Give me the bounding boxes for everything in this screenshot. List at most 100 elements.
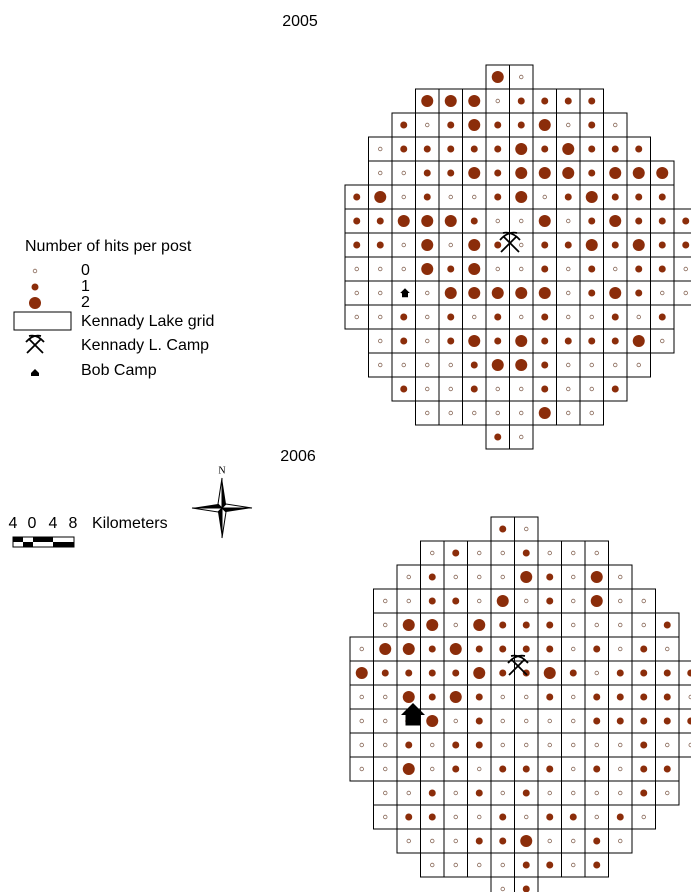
hit-marker <box>430 838 435 844</box>
hit-marker <box>594 814 599 820</box>
hit-marker <box>566 386 571 392</box>
hit-marker <box>468 119 481 131</box>
hit-marker <box>452 549 460 557</box>
hit-marker <box>406 598 411 604</box>
hit-marker <box>500 574 505 580</box>
hit-marker <box>468 95 481 107</box>
hit-marker <box>618 598 623 604</box>
hit-marker <box>665 790 670 796</box>
hit-marker <box>491 71 504 83</box>
hit-marker <box>448 242 453 248</box>
hit-marker <box>571 574 576 580</box>
hit-marker <box>500 862 505 868</box>
hit-marker <box>406 838 411 844</box>
hit-marker <box>515 167 528 179</box>
hit-marker <box>687 669 691 677</box>
hit-marker <box>571 646 576 652</box>
grid-cell <box>514 876 539 892</box>
hit-marker <box>423 169 431 177</box>
hit-marker <box>499 813 507 821</box>
camp-icon <box>499 231 521 253</box>
hit-marker <box>453 718 458 724</box>
hit-marker <box>566 410 571 416</box>
hit-marker <box>613 362 618 368</box>
hit-marker <box>593 645 601 653</box>
hit-marker <box>468 239 481 251</box>
hit-marker <box>541 361 549 369</box>
hit-marker <box>383 742 388 748</box>
hit-marker <box>588 217 596 225</box>
grid-cell <box>673 256 691 282</box>
hit-marker <box>475 717 483 725</box>
hit-marker <box>515 359 528 371</box>
hit-marker <box>428 813 436 821</box>
hit-marker <box>524 718 529 724</box>
hit-marker <box>517 97 525 105</box>
hit-marker <box>401 242 406 248</box>
hit-marker <box>494 433 502 441</box>
hit-marker <box>519 314 524 320</box>
hit-marker <box>428 645 436 653</box>
hit-marker <box>425 410 430 416</box>
grid-map <box>349 516 691 892</box>
hit-marker <box>538 215 551 227</box>
hit-marker <box>589 386 594 392</box>
hit-marker <box>353 193 361 201</box>
hit-marker <box>402 619 415 631</box>
hit-marker <box>658 193 666 201</box>
hit-marker <box>401 266 406 272</box>
hit-marker <box>569 813 577 821</box>
hit-marker <box>593 693 601 701</box>
hit-marker <box>452 741 460 749</box>
hit-marker <box>546 573 554 581</box>
hit-marker <box>499 525 507 533</box>
hit-marker <box>381 669 389 677</box>
hit-marker <box>383 814 388 820</box>
hit-marker <box>566 314 571 320</box>
bob-icon <box>31 369 39 376</box>
hit-marker <box>477 862 482 868</box>
hit-marker <box>495 218 500 224</box>
legend-levels: 012 <box>29 262 90 311</box>
hit-marker <box>430 862 435 868</box>
hit-marker <box>541 337 549 345</box>
scale-label: 8 <box>69 515 78 532</box>
hit-marker <box>611 193 619 201</box>
hit-marker <box>519 218 524 224</box>
hit-marker <box>354 290 359 296</box>
hit-marker <box>449 691 462 703</box>
hit-marker <box>640 669 648 677</box>
hit-marker <box>379 643 392 655</box>
hit-marker <box>522 765 530 773</box>
hit-marker <box>401 362 406 368</box>
hit-marker <box>641 622 646 628</box>
hit-marker <box>588 169 596 177</box>
grid-cell <box>673 280 691 306</box>
legend-label: Kennady Lake grid <box>81 313 214 330</box>
icon-part <box>499 231 518 241</box>
hit-marker <box>402 691 415 703</box>
hit-marker <box>406 574 411 580</box>
hit-marker <box>687 717 691 725</box>
icon-part <box>508 658 526 676</box>
hit-marker <box>640 789 648 797</box>
hit-marker <box>571 742 576 748</box>
hit-marker <box>663 669 671 677</box>
hit-marker <box>402 763 415 775</box>
hit-marker <box>520 571 533 583</box>
hit-marker <box>425 314 430 320</box>
hit-marker <box>495 386 500 392</box>
hit-marker <box>383 622 388 628</box>
hit-marker <box>524 598 529 604</box>
hit-marker <box>428 669 436 677</box>
hit-marker <box>359 646 364 652</box>
hit-marker <box>359 718 364 724</box>
hit-marker <box>400 385 408 393</box>
hit-marker <box>546 645 554 653</box>
hit-marker <box>589 362 594 368</box>
hit-marker <box>470 385 478 393</box>
legend-label: 1 <box>81 278 90 295</box>
hit-marker <box>378 170 383 176</box>
hit-marker <box>588 145 596 153</box>
